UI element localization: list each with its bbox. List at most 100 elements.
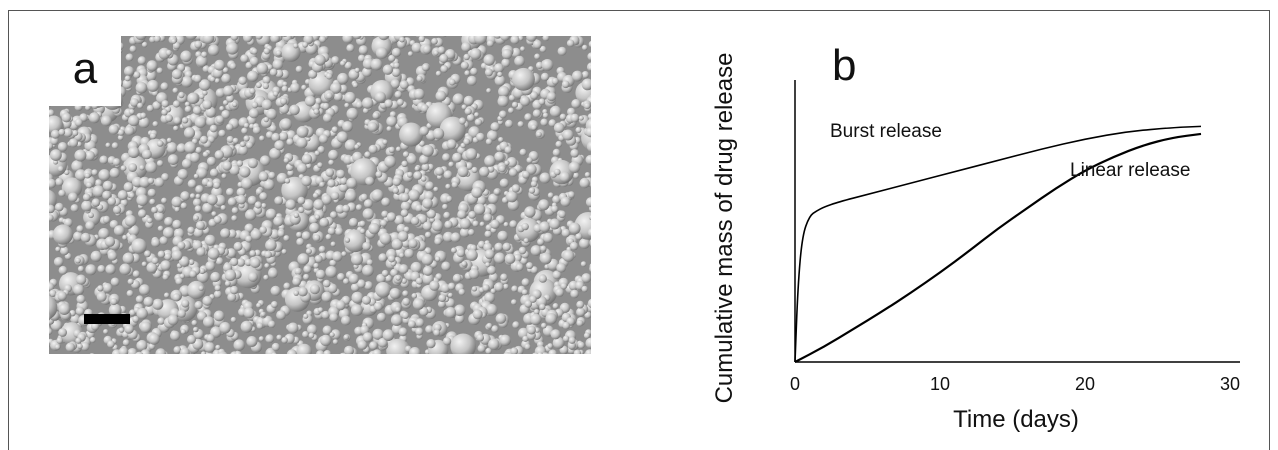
microsphere — [554, 169, 561, 176]
microsphere — [136, 194, 148, 206]
microsphere — [401, 209, 409, 217]
microsphere — [148, 189, 156, 197]
microsphere — [76, 275, 86, 285]
microsphere — [178, 309, 186, 317]
microsphere — [453, 274, 462, 283]
microsphere — [124, 66, 134, 76]
microsphere — [185, 106, 192, 113]
microsphere — [464, 96, 474, 106]
microsphere — [486, 139, 492, 145]
microsphere — [547, 343, 553, 349]
microsphere — [81, 233, 91, 243]
microsphere — [114, 225, 125, 236]
microsphere — [461, 261, 467, 267]
microsphere — [173, 88, 179, 94]
microsphere — [539, 304, 545, 310]
microsphere — [302, 42, 308, 48]
microsphere — [368, 122, 378, 132]
microsphere — [147, 105, 154, 112]
microsphere — [580, 178, 590, 188]
microsphere — [381, 198, 390, 207]
microsphere — [268, 172, 275, 179]
microsphere — [62, 113, 72, 123]
microsphere — [422, 64, 429, 71]
microsphere — [323, 113, 332, 122]
microsphere — [303, 274, 309, 280]
microsphere — [225, 281, 231, 287]
microsphere — [563, 336, 569, 342]
microsphere — [297, 163, 307, 173]
microsphere — [336, 300, 346, 310]
microsphere — [330, 332, 335, 337]
microsphere — [449, 79, 456, 86]
microsphere — [473, 309, 483, 319]
microsphere — [248, 272, 258, 282]
microsphere — [175, 207, 180, 212]
microsphere — [71, 204, 79, 212]
microsphere — [108, 197, 116, 205]
microsphere — [468, 211, 476, 219]
microsphere — [107, 340, 115, 348]
microsphere — [491, 288, 496, 293]
microsphere — [244, 135, 250, 141]
microsphere — [444, 221, 452, 229]
microsphere — [480, 222, 485, 227]
microsphere — [527, 157, 533, 163]
microsphere — [252, 102, 259, 109]
microsphere — [426, 339, 435, 348]
microsphere — [130, 46, 137, 53]
microsphere — [407, 172, 413, 178]
microsphere — [422, 198, 433, 209]
microsphere — [487, 40, 494, 47]
microsphere — [509, 220, 517, 228]
microsphere — [286, 199, 296, 209]
microsphere — [151, 207, 158, 214]
microsphere — [98, 169, 110, 181]
microsphere — [503, 284, 509, 290]
microsphere — [554, 123, 565, 134]
microsphere — [282, 86, 288, 92]
microsphere — [569, 337, 576, 344]
microsphere — [76, 225, 83, 232]
microsphere — [494, 189, 500, 195]
microsphere — [194, 41, 202, 49]
microsphere — [533, 40, 542, 49]
microsphere — [234, 339, 245, 350]
microsphere — [464, 70, 470, 76]
microsphere — [364, 151, 370, 157]
microsphere — [272, 343, 280, 351]
microsphere — [233, 138, 239, 144]
microsphere — [77, 344, 82, 349]
microsphere — [425, 232, 431, 238]
microsphere — [511, 286, 518, 293]
microsphere — [162, 100, 169, 107]
microsphere — [152, 257, 159, 264]
microsphere — [390, 288, 401, 299]
microsphere — [196, 247, 205, 256]
microsphere — [202, 296, 212, 306]
microsphere — [153, 121, 159, 127]
microsphere — [122, 235, 127, 240]
microsphere — [167, 138, 172, 143]
microsphere — [463, 138, 470, 145]
microsphere — [142, 262, 147, 267]
microsphere — [273, 91, 278, 96]
microsphere — [221, 205, 226, 210]
microsphere — [259, 192, 267, 200]
microsphere — [347, 108, 359, 120]
microsphere — [408, 320, 416, 328]
microsphere — [199, 94, 204, 99]
microsphere — [59, 129, 66, 136]
microsphere — [325, 168, 334, 177]
microsphere — [83, 194, 91, 202]
microsphere — [329, 313, 338, 322]
microsphere — [345, 238, 350, 243]
microsphere — [234, 242, 243, 251]
microsphere — [384, 99, 392, 107]
microsphere — [69, 138, 78, 147]
microsphere — [157, 140, 163, 146]
microsphere — [577, 320, 584, 327]
microsphere — [207, 157, 216, 166]
microsphere — [425, 181, 434, 190]
microsphere — [438, 294, 446, 302]
